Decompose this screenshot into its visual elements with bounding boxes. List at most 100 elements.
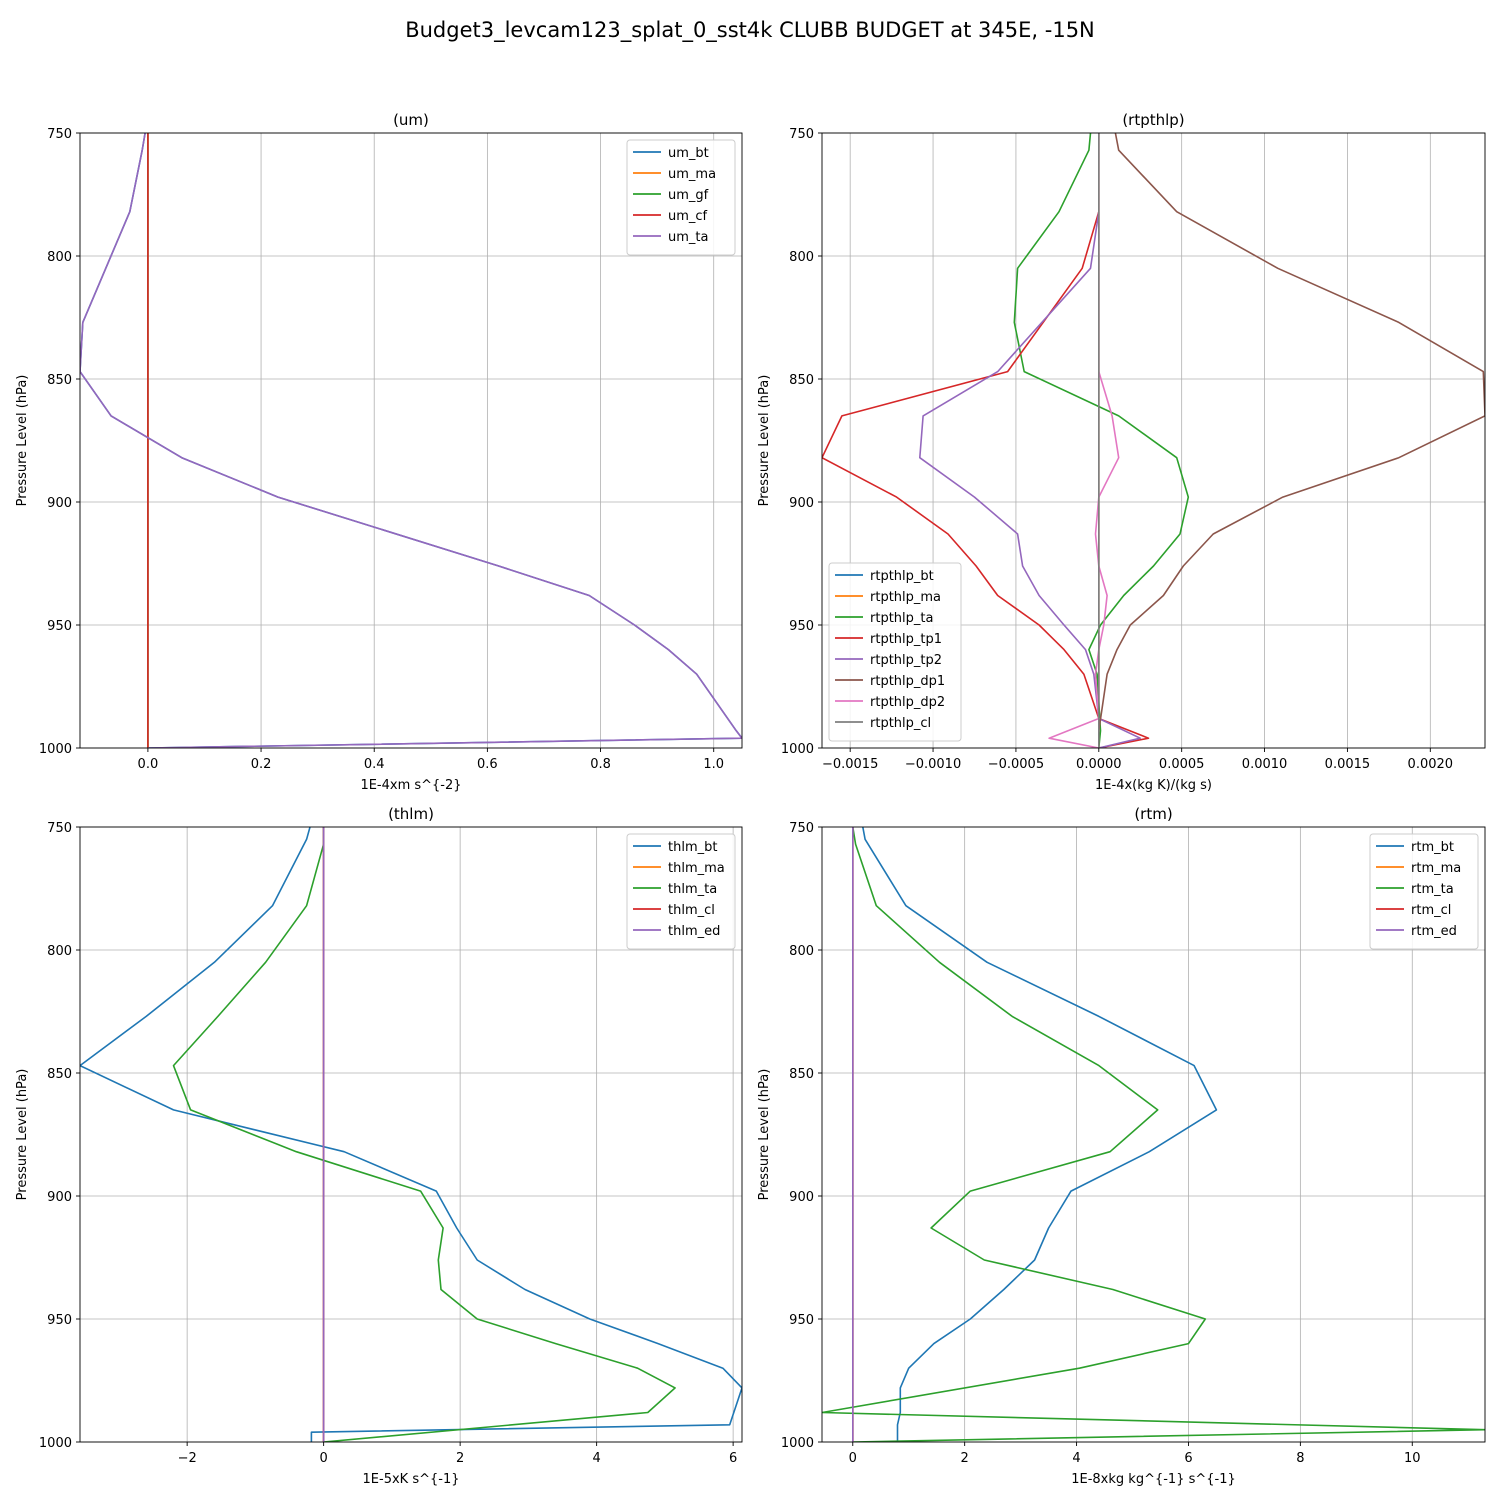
legend: rtpthlp_bt rtpthlp_ma rtpthlp_ta rtpthlp_tp… [828,562,962,742]
panel-um: 0.0 0.2 0.4 0.6 0.8 1.0 750 800 850 900 950 1000 (um… [15,111,743,793]
y-tick-label: 750 [789,821,814,836]
legend-entry: rtpthlp_ta [870,611,933,626]
x-axis-label: 1E-4xm s^{-2} [360,778,461,793]
legend-entry: um_bt [668,146,709,161]
legend-entry: rtpthlp_cl [870,716,931,731]
y-tick-label: 800 [47,250,72,265]
panel-title: (rtpthlp) [1122,111,1184,129]
series-line-thlm-ta [172,827,676,1442]
x-tick-label: 0.0015 [1325,757,1371,772]
legend-entry: um_cf [668,209,708,224]
series-line-thlm-bt [80,827,742,1442]
axes-frame [79,826,743,1443]
axes-frame [79,132,743,749]
y-tick-label: 900 [47,496,72,511]
legend-entry: rtpthlp_tp2 [870,653,942,668]
x-tick-label: 0.8 [590,757,611,772]
x-tick-label: −0.0010 [905,757,961,772]
x-tick-label: 0.6 [477,757,498,772]
y-tick-label: 850 [47,373,72,388]
y-axis-label: Pressure Level (hPa) [757,1069,772,1201]
y-axis-label: Pressure Level (hPa) [15,375,30,507]
x-tick-label: 6 [1184,1451,1192,1466]
y-tick-label: 950 [789,1313,814,1328]
series-line-rtm-ta [822,827,1485,1442]
y-axis-label: Pressure Level (hPa) [15,1069,30,1201]
legend-entry: um_ta [668,230,708,245]
panel-thlm: −2 0 2 4 6 750 800 850 900 950 1000 (thlm) 1E-5xK s^… [15,805,743,1487]
y-tick-label: 1000 [39,742,72,757]
y-tick-label: 800 [789,250,814,265]
y-tick-label: 1000 [39,1436,72,1451]
y-tick-label: 900 [789,1190,814,1205]
x-tick-label: 2 [456,1451,464,1466]
figure-title: Budget3_levcam123_splat_0_sst4k CLUBB BU… [405,18,1095,43]
legend-entry: thlm_ta [668,882,717,897]
panel-rtm: 0 2 4 6 8 10 750 800 850 900 950 1000 (rtm) 1E-8xkg k… [757,805,1486,1487]
panel-title: (um) [393,111,429,129]
axes-frame [821,826,1486,1443]
series-group [80,133,742,748]
y-tick-label: 950 [47,619,72,634]
panel-title: (thlm) [388,805,434,823]
x-tick-label: 0.2 [251,757,272,772]
legend-entry: thlm_cl [668,903,715,918]
x-tick-label: 0.0 [138,757,159,772]
y-tick-label: 800 [47,944,72,959]
legend-entry: rtpthlp_tp1 [870,632,942,647]
legend-entry: rtpthlp_ma [870,590,941,605]
series-line-rtpthlp-dp1 [1098,133,1485,748]
y-tick-label: 800 [789,944,814,959]
y-tick-label: 900 [47,1190,72,1205]
legend-entry: rtpthlp_dp2 [870,695,945,710]
legend-entry: rtpthlp_dp1 [870,674,945,689]
x-tick-label: −0.0005 [988,757,1044,772]
x-tick-label: 6 [729,1451,737,1466]
y-tick-label: 950 [789,619,814,634]
x-axis-label: 1E-8xkg kg^{-1} s^{-1} [1071,1472,1236,1487]
legend-entry: rtm_cl [1411,903,1451,918]
legend-entry: rtpthlp_bt [870,569,934,584]
legend-entry: rtm_ed [1411,924,1457,939]
legend-entry: rtm_ma [1411,861,1461,876]
legend-entry: thlm_bt [668,840,717,855]
legend-entry: um_gf [668,188,709,203]
legend-entry: um_ma [668,167,716,182]
x-tick-label: 2 [961,1451,969,1466]
legend-entry: rtm_ta [1411,882,1454,897]
x-tick-label: 0.0005 [1159,757,1205,772]
y-tick-label: 750 [47,127,72,142]
series-line-rtpthlp-ta [1013,133,1190,748]
x-axis-label: 1E-5xK s^{-1} [363,1472,460,1487]
x-tick-label: 0.0000 [1076,757,1122,772]
y-tick-label: 1000 [781,1436,814,1451]
x-tick-label: 0 [320,1451,328,1466]
x-tick-label: 4 [1072,1451,1080,1466]
legend: thlm_bt thlm_ma thlm_ta thlm_cl thlm_ed [626,833,736,950]
x-tick-label: −2 [178,1451,197,1466]
x-tick-label: −0.0015 [822,757,878,772]
y-axis-label: Pressure Level (hPa) [757,375,772,507]
y-tick-label: 850 [789,1067,814,1082]
panel-title: (rtm) [1134,805,1172,823]
axes-frame [821,132,1486,749]
x-tick-label: 0.4 [364,757,385,772]
series-line-um-ta [80,133,742,748]
legend-entry: thlm_ma [668,861,725,876]
x-tick-label: 10 [1404,1451,1421,1466]
legend-box [828,562,962,742]
x-tick-label: 4 [592,1451,600,1466]
legend: um_bt um_ma um_gf um_cf um_ta [626,139,736,256]
x-tick-label: 8 [1296,1451,1304,1466]
x-tick-label: 1.0 [703,757,724,772]
series-group [80,827,742,1442]
series-group [822,133,1485,748]
x-tick-label: 0.0010 [1242,757,1288,772]
legend-box [626,833,736,950]
legend: rtm_bt rtm_ma rtm_ta rtm_cl rtm_ed [1369,833,1479,950]
y-tick-label: 750 [789,127,814,142]
series-line-rtpthlp-tp1 [822,211,1150,748]
legend-entry: rtm_bt [1411,840,1454,855]
y-tick-label: 950 [47,1313,72,1328]
